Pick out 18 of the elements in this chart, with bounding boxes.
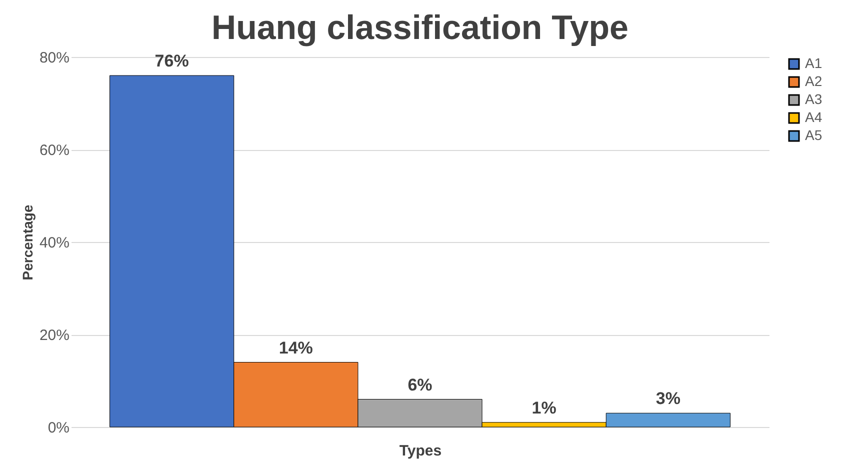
legend-label: A5 <box>805 127 822 143</box>
legend-label: A3 <box>805 91 822 107</box>
y-tick-label: 40% <box>39 234 70 252</box>
y-tick-label: 0% <box>48 420 70 436</box>
data-label: 76% <box>154 52 189 70</box>
legend-label: A4 <box>805 109 822 125</box>
y-tick-label: 80% <box>39 50 70 66</box>
x-axis-title: Types <box>399 442 442 460</box>
legend-label: A1 <box>805 55 822 71</box>
data-label: 1% <box>532 398 556 418</box>
chart-title: Huang classification Type <box>212 9 628 47</box>
y-tick-label: 60% <box>39 142 70 159</box>
data-label: 3% <box>656 389 680 408</box>
data-label: 14% <box>278 338 313 358</box>
y-tick-label: 20% <box>39 327 70 344</box>
y-axis-title: Percentage <box>19 204 36 280</box>
data-label: 6% <box>408 375 432 394</box>
legend-label: A2 <box>805 73 822 89</box>
